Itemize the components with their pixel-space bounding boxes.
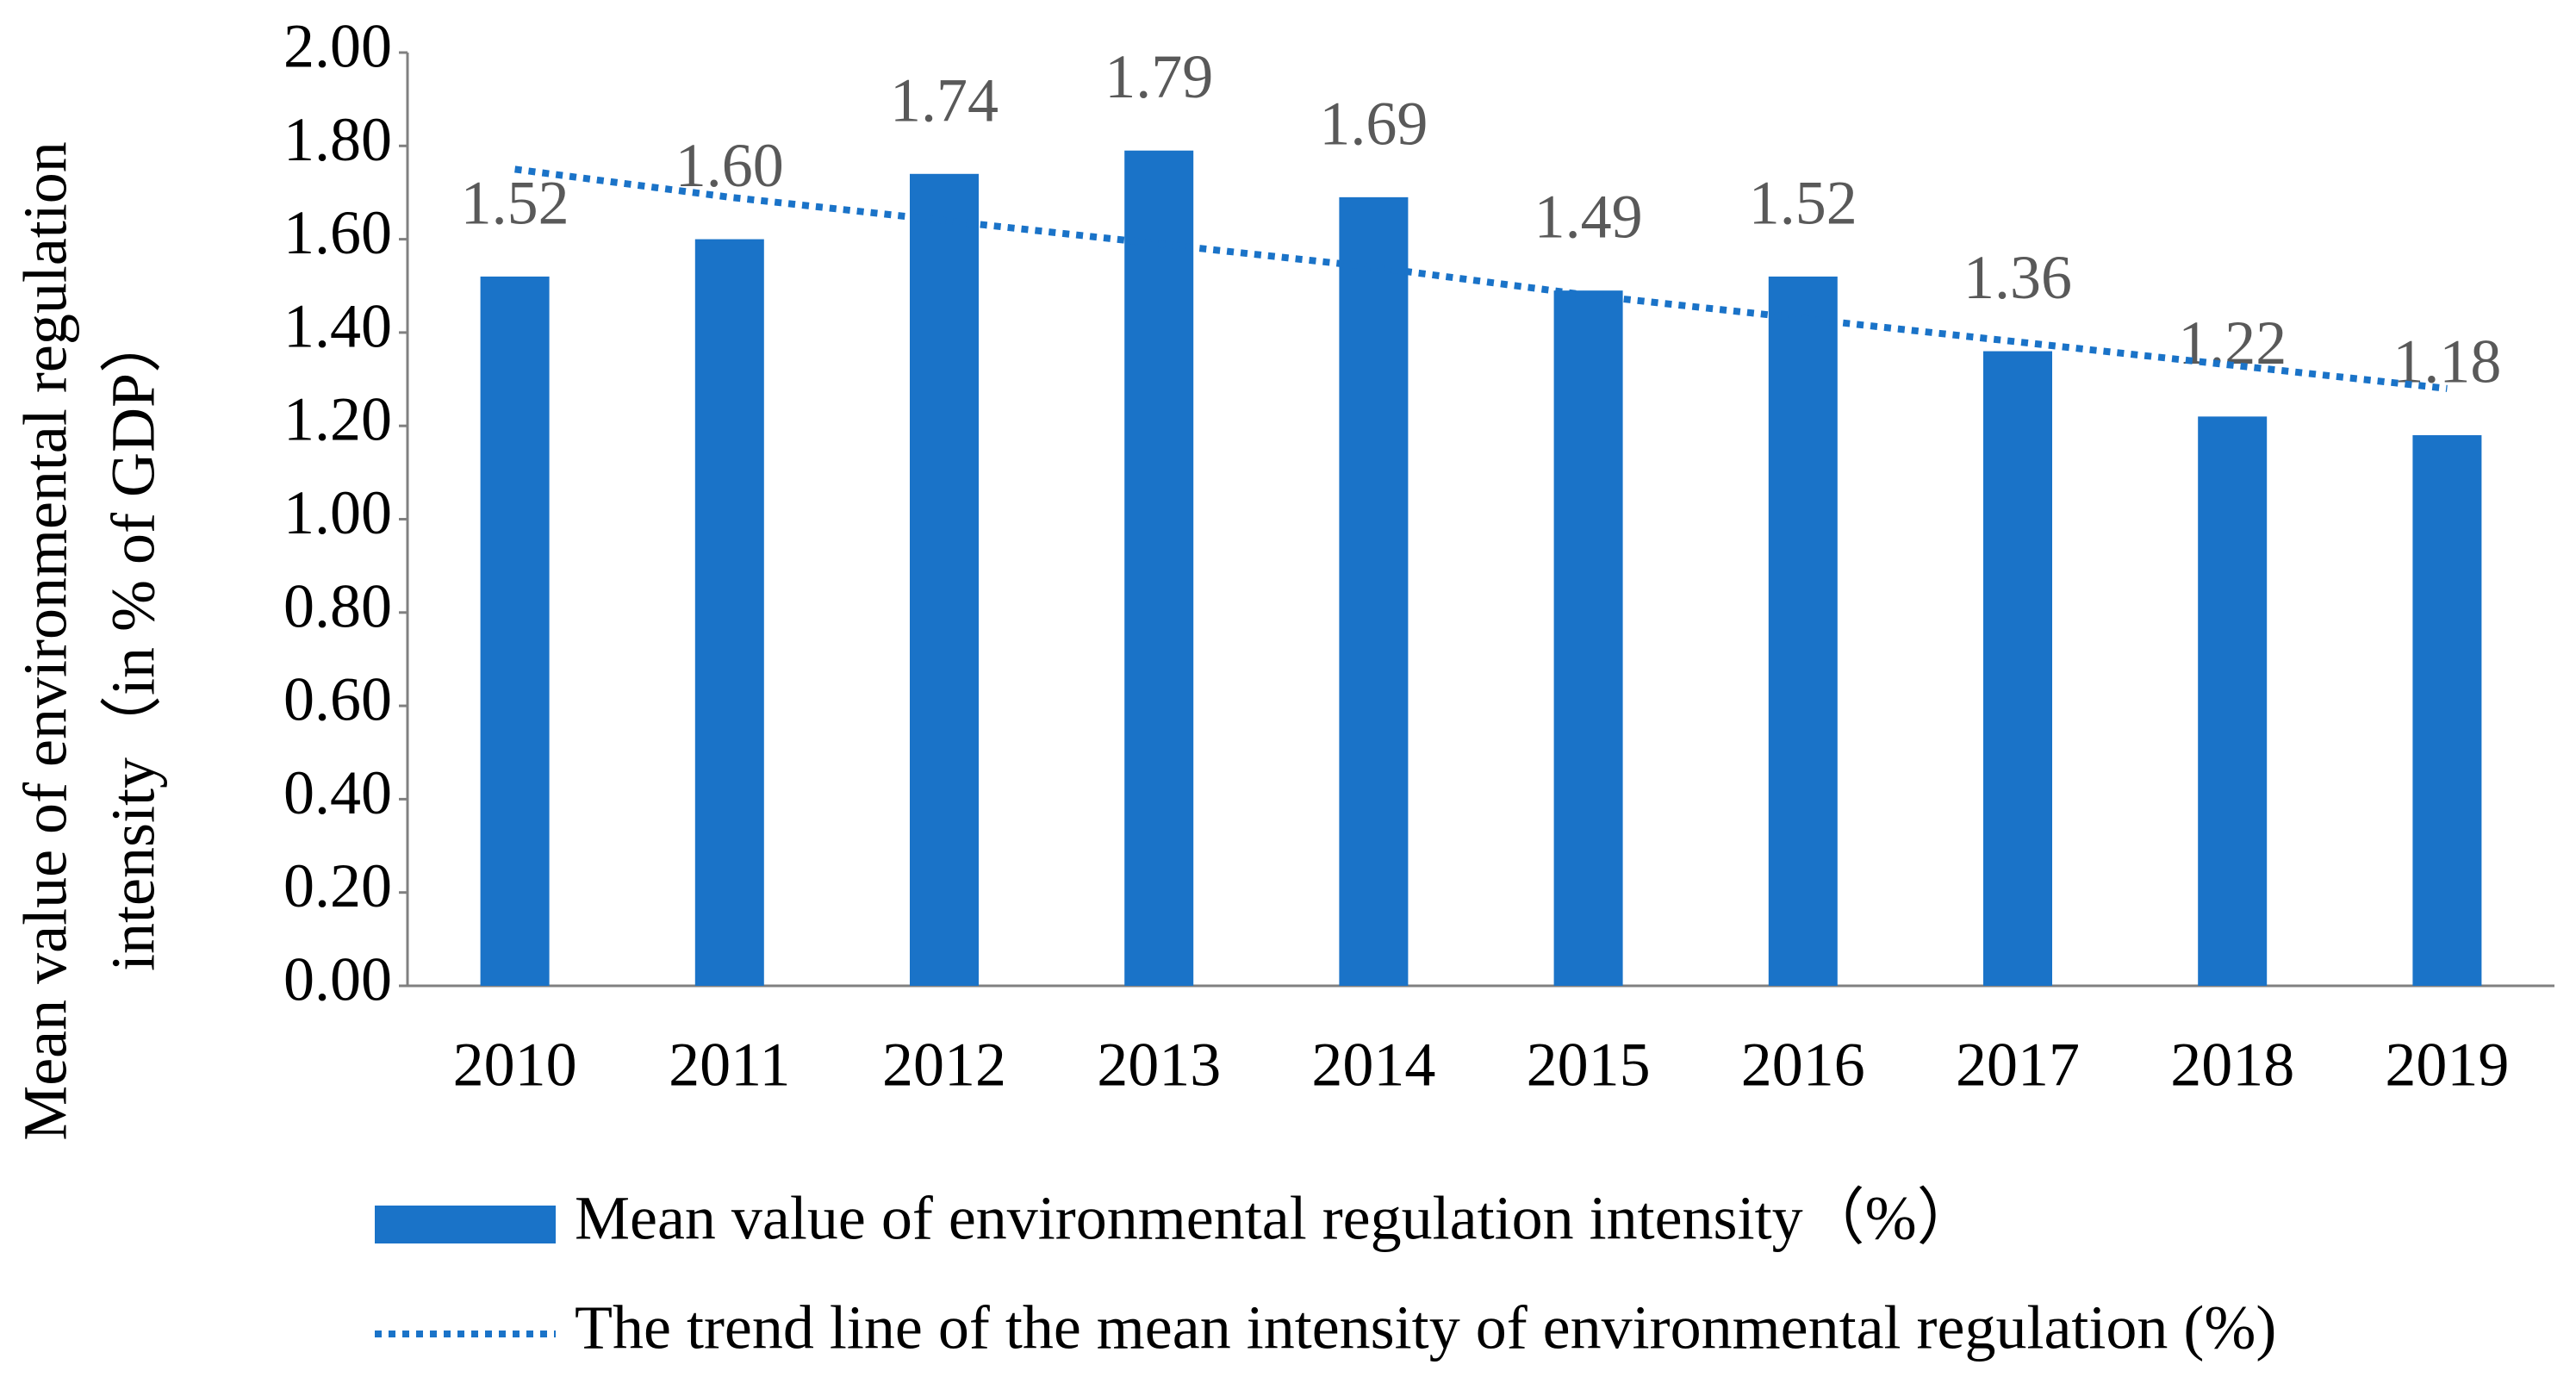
x-tick-label: 2011 xyxy=(669,1031,790,1100)
x-tick-label: 2010 xyxy=(453,1031,577,1100)
y-axis-title: Mean value of environmental regulation xyxy=(11,141,80,1141)
bar xyxy=(1553,290,1623,986)
data-label: 1.74 xyxy=(890,65,999,134)
data-label: 1.36 xyxy=(1963,243,2072,312)
bar xyxy=(2412,435,2482,986)
y-tick-label: 0.40 xyxy=(283,758,392,827)
trend-line xyxy=(514,165,2448,392)
x-tick-label: 2017 xyxy=(1956,1031,2080,1100)
bar xyxy=(480,276,550,986)
x-tick-label: 2012 xyxy=(882,1031,1006,1100)
x-tick-label: 2019 xyxy=(2385,1031,2509,1100)
x-tick-label: 2015 xyxy=(1527,1031,1651,1100)
y-tick-label: 1.00 xyxy=(283,478,392,547)
x-tick-label: 2018 xyxy=(2170,1031,2294,1100)
data-label: 1.69 xyxy=(1319,89,1428,158)
data-label: 1.79 xyxy=(1104,42,1213,111)
y-tick-label: 1.60 xyxy=(283,198,392,267)
y-tick-label: 1.20 xyxy=(283,385,392,454)
bar xyxy=(694,239,764,987)
data-label: 1.49 xyxy=(1534,183,1643,252)
bar xyxy=(1339,196,1409,987)
bar xyxy=(2198,416,2268,986)
bar xyxy=(1983,351,2052,986)
legend-swatch xyxy=(375,1206,556,1243)
y-axis-title: intensity（in % of GDP） xyxy=(99,311,168,971)
data-label: 1.60 xyxy=(675,131,784,200)
x-tick-label: 2013 xyxy=(1097,1031,1221,1100)
y-tick-label: 0.00 xyxy=(283,945,392,1014)
y-tick-label: 0.20 xyxy=(283,851,392,920)
data-label: 1.52 xyxy=(1749,168,1857,237)
legend-label: The trend line of the mean intensity of … xyxy=(575,1293,2276,1362)
y-tick-label: 0.80 xyxy=(283,571,392,640)
y-tick-label: 2.00 xyxy=(283,12,392,81)
x-tick-label: 2016 xyxy=(1741,1031,1865,1100)
bar xyxy=(910,173,979,987)
data-label: 1.52 xyxy=(461,168,569,237)
bar xyxy=(1124,150,1194,987)
legend-label: Mean value of environmental regulation i… xyxy=(575,1184,1979,1253)
y-tick-label: 1.40 xyxy=(283,291,392,360)
y-tick-label: 1.80 xyxy=(283,105,392,174)
bar xyxy=(1768,276,1838,986)
x-tick-label: 2014 xyxy=(1311,1031,1435,1100)
y-tick-label: 0.60 xyxy=(283,665,392,734)
